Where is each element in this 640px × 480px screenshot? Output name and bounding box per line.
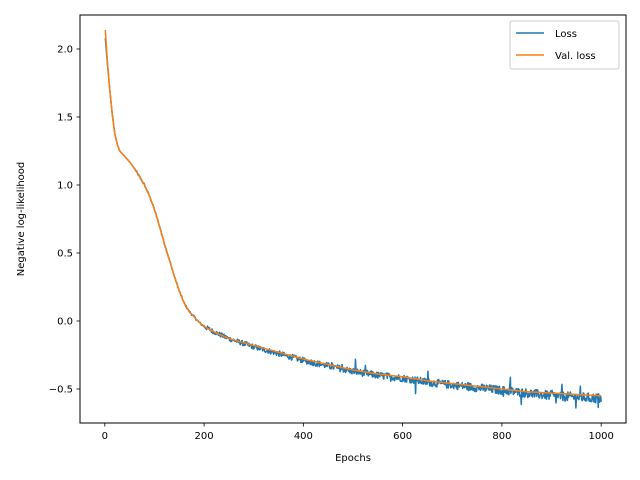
x-tick-label: 400	[294, 431, 313, 442]
x-axis-label: Epochs	[335, 453, 371, 464]
x-axis: 0 200 400 600 800 1000	[102, 423, 614, 442]
y-tick-label: 2.0	[57, 45, 73, 56]
x-tick-label: 600	[393, 431, 412, 442]
series-layer	[104, 29, 602, 409]
y-tick-label: 1.0	[57, 181, 73, 192]
legend: Loss Val. loss	[509, 20, 620, 70]
x-tick-label: 0	[102, 431, 108, 442]
y-tick-label: 0.0	[57, 317, 73, 328]
plot-frame	[79, 14, 627, 424]
y-tick-label: 1.5	[57, 113, 73, 124]
y-axis-label: Negative log-likelihood	[16, 162, 27, 277]
legend-label-val-loss: Val. loss	[555, 51, 596, 62]
series-line-val-loss	[104, 29, 602, 397]
y-tick-label: −0.5	[49, 385, 73, 396]
x-tick-label: 800	[492, 431, 511, 442]
y-tick-label: 0.5	[57, 249, 73, 260]
x-tick-label: 1000	[588, 431, 613, 442]
y-axis: −0.5 0.0 0.5 1.0 1.5 2.0	[49, 45, 80, 396]
x-tick-label: 200	[195, 431, 214, 442]
legend-label-loss: Loss	[555, 29, 577, 40]
